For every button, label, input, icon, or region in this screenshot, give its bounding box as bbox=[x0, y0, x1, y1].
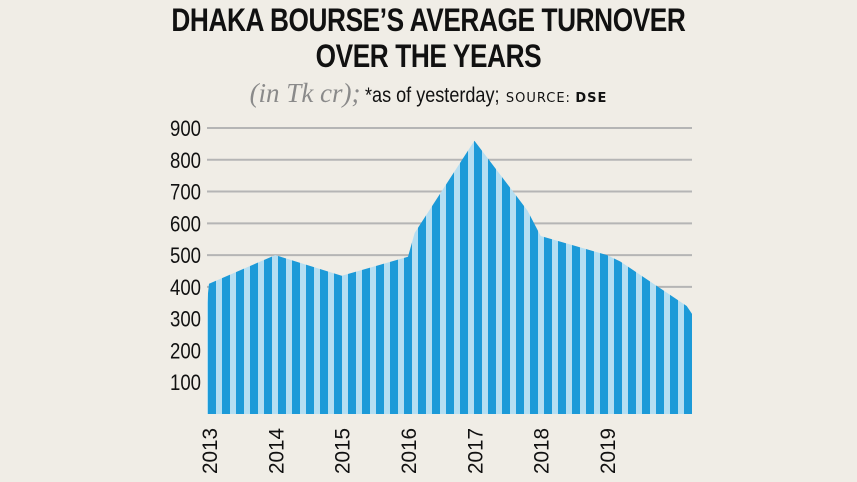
x-tick-label: 2016 bbox=[398, 428, 421, 474]
x-tick-label: 2017 bbox=[464, 428, 487, 474]
y-tick-label: 200 bbox=[170, 338, 201, 363]
unit-label: (in Tk cr); bbox=[249, 78, 361, 108]
y-tick-label: 700 bbox=[170, 180, 201, 205]
date-note: *as of yesterday; bbox=[364, 84, 500, 107]
y-tick-label: 900 bbox=[170, 116, 201, 141]
chart-title-line-1: DHAKA BOURSE’S AVERAGE TURNOVER bbox=[171, 2, 686, 38]
chart-title-line-2: OVER THE YEARS bbox=[315, 38, 542, 74]
x-tick-label: 2018 bbox=[531, 428, 554, 474]
y-tick-label: 600 bbox=[170, 211, 201, 236]
y-tick-label: 400 bbox=[170, 275, 201, 300]
x-tick-label: 2019 bbox=[597, 428, 620, 474]
turnover-area bbox=[207, 140, 692, 414]
y-tick-label: 500 bbox=[170, 243, 201, 268]
x-tick-label: 2013 bbox=[199, 428, 222, 474]
x-tick-label: 2014 bbox=[265, 428, 288, 474]
y-tick-label: 300 bbox=[170, 307, 201, 332]
source-value: DSE bbox=[575, 91, 608, 106]
source-label: SOURCE: bbox=[505, 91, 571, 106]
y-tick-label: 100 bbox=[170, 370, 201, 395]
chart-subtitle: (in Tk cr); *as of yesterday; SOURCE: DS… bbox=[0, 78, 857, 109]
x-tick-label: 2015 bbox=[332, 428, 355, 474]
y-tick-label: 800 bbox=[170, 148, 201, 173]
